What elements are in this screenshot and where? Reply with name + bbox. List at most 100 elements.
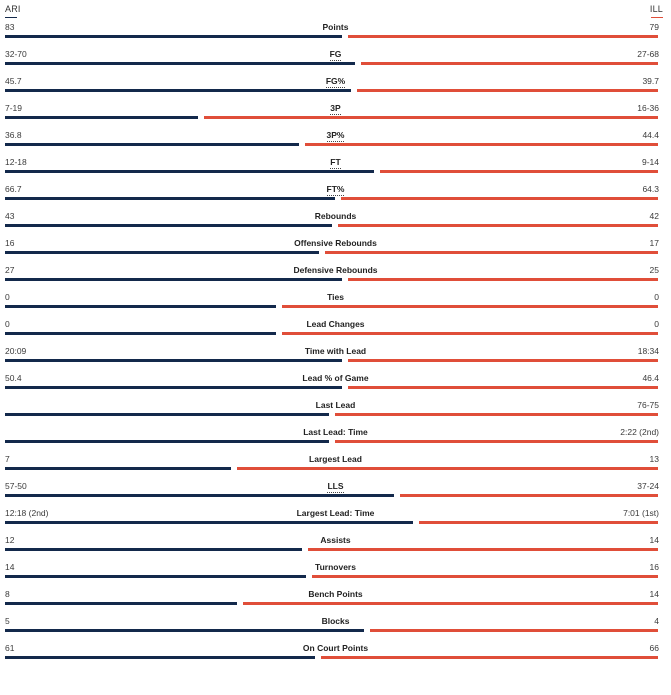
- stat-label-text: Turnovers: [315, 562, 356, 572]
- stat-bar-right: [321, 656, 658, 659]
- stat-bar-track: [5, 548, 658, 551]
- stat-right-value: 79: [649, 22, 659, 32]
- stat-row: Last Lead: Time 2:22 (2nd): [0, 427, 671, 454]
- stat-left-value: 16: [5, 238, 15, 248]
- stat-bar-track: [5, 170, 658, 173]
- stat-right-value: 18:34: [637, 346, 659, 356]
- stat-right-value: 76-75: [637, 400, 659, 410]
- stat-bar-right: [325, 251, 658, 254]
- stat-label[interactable]: LLS: [0, 481, 671, 493]
- stat-bar-track: [5, 62, 658, 65]
- stat-row: 66.7 FT% 64.3: [0, 184, 671, 211]
- stat-bar-left: [5, 629, 364, 632]
- stat-bar-right: [282, 332, 658, 335]
- stat-label: Largest Lead: Time: [0, 508, 671, 518]
- stat-bar-track: [5, 494, 658, 497]
- stat-bar-right: [341, 197, 658, 200]
- stat-label-text[interactable]: FG%: [325, 76, 346, 88]
- stat-label-text: Largest Lead: [309, 454, 362, 464]
- stat-left-value: 32-70: [5, 49, 27, 59]
- stat-label-text: Time with Lead: [304, 346, 367, 356]
- stat-row: Last Lead 76-75: [0, 400, 671, 427]
- stat-right-value: 16: [649, 562, 659, 572]
- stat-bar-left: [5, 35, 342, 38]
- stat-label-text: Largest Lead: Time: [296, 508, 375, 518]
- stat-right-value: 7:01 (1st): [623, 508, 659, 518]
- stat-label: Last Lead: Time: [0, 427, 671, 437]
- stat-bar-left: [5, 224, 332, 227]
- stat-right-value: 25: [649, 265, 659, 275]
- stat-left-value: 12-18: [5, 157, 27, 167]
- stat-label-text: Blocks: [321, 616, 350, 626]
- stat-right-value: 27-68: [637, 49, 659, 59]
- stat-label-text[interactable]: 3P%: [326, 130, 345, 142]
- stat-label[interactable]: FT%: [0, 184, 671, 196]
- stat-bar-track: [5, 305, 658, 308]
- stat-label[interactable]: FG: [0, 49, 671, 61]
- stat-bar-left: [5, 197, 335, 200]
- stat-bar-track: [5, 467, 658, 470]
- stat-label[interactable]: FT: [0, 157, 671, 169]
- stat-label[interactable]: FG%: [0, 76, 671, 88]
- team-left-abbr: ARI: [5, 4, 21, 14]
- stat-bar-track: [5, 575, 658, 578]
- stat-right-value: 13: [649, 454, 659, 464]
- stat-row: 0 Ties 0: [0, 292, 671, 319]
- stat-right-value: 16-36: [637, 103, 659, 113]
- stat-row: 0 Lead Changes 0: [0, 319, 671, 346]
- team-left-underline: [5, 17, 17, 18]
- stat-bar-right: [335, 413, 658, 416]
- stat-left-value: 12:18 (2nd): [5, 508, 49, 518]
- stat-right-value: 42: [649, 211, 659, 221]
- stat-bar-left: [5, 89, 351, 92]
- stat-bar-right: [400, 494, 658, 497]
- stat-left-value: 0: [5, 292, 10, 302]
- stat-right-value: 17: [649, 238, 659, 248]
- stat-bar-track: [5, 332, 658, 335]
- stat-row: 12-18 FT 9-14: [0, 157, 671, 184]
- stat-row: 7-19 3P 16-36: [0, 103, 671, 130]
- stat-label-text[interactable]: FT: [330, 157, 341, 169]
- stat-left-value: 36.8: [5, 130, 22, 140]
- stat-label[interactable]: 3P%: [0, 130, 671, 142]
- stat-label-text: Defensive Rebounds: [293, 265, 378, 275]
- stat-left-value: 12: [5, 535, 15, 545]
- stat-label-text[interactable]: FT%: [326, 184, 345, 196]
- stat-row: 45.7 FG% 39.7: [0, 76, 671, 103]
- stat-bar-track: [5, 89, 658, 92]
- stat-bar-left: [5, 170, 374, 173]
- stat-bar-track: [5, 359, 658, 362]
- stat-label: Last Lead: [0, 400, 671, 410]
- stat-label-text[interactable]: FG: [329, 49, 342, 61]
- stat-label-text[interactable]: LLS: [327, 481, 344, 493]
- stat-left-value: 7-19: [5, 103, 23, 113]
- stat-label-text: Bench Points: [308, 589, 363, 599]
- stat-left-value: 50.4: [5, 373, 22, 383]
- stat-bar-track: [5, 224, 658, 227]
- stat-label: Rebounds: [0, 211, 671, 221]
- stat-bar-track: [5, 278, 658, 281]
- stat-label: On Court Points: [0, 643, 671, 653]
- team-left: ARI: [5, 4, 21, 18]
- stat-row: 43 Rebounds 42: [0, 211, 671, 238]
- stat-bar-left: [5, 386, 342, 389]
- stat-left-value: 20:09: [5, 346, 27, 356]
- stat-bar-track: [5, 197, 658, 200]
- stat-label: Turnovers: [0, 562, 671, 572]
- stat-bar-track: [5, 251, 658, 254]
- stat-row: 61 On Court Points 66: [0, 643, 671, 670]
- stat-label-text[interactable]: 3P: [330, 103, 341, 115]
- stat-bar-right: [357, 89, 658, 92]
- stat-left-value: 5: [5, 616, 10, 626]
- stat-right-value: 66: [649, 643, 659, 653]
- stat-label[interactable]: 3P: [0, 103, 671, 115]
- stat-row: 14 Turnovers 16: [0, 562, 671, 589]
- stat-bar-track: [5, 602, 658, 605]
- stat-bar-left: [5, 116, 198, 119]
- stat-label-text: On Court Points: [302, 643, 369, 653]
- stat-bar-left: [5, 656, 315, 659]
- stat-label: Bench Points: [0, 589, 671, 599]
- stat-left-value: 0: [5, 319, 10, 329]
- stat-bar-right: [380, 170, 658, 173]
- stat-bar-track: [5, 413, 658, 416]
